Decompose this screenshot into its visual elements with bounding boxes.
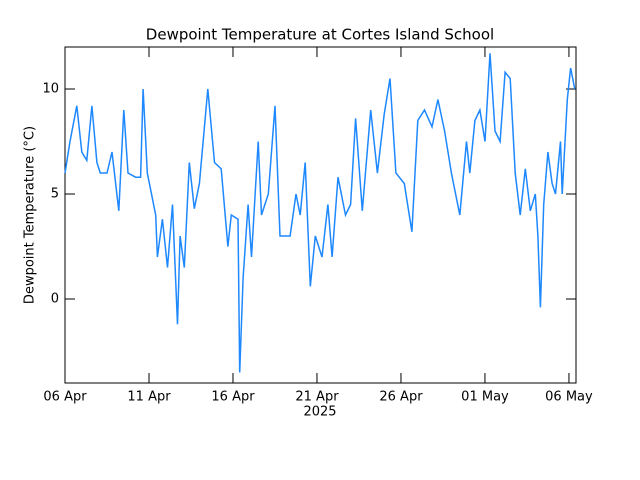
- y-axis-label: Dewpoint Temperature (°C): [23, 126, 38, 304]
- x-tick-label: 06 May: [545, 390, 593, 405]
- x-tick-label: 16 Apr: [211, 390, 255, 405]
- x-tick-label: 26 Apr: [379, 390, 423, 405]
- x-tick-label: 11 Apr: [127, 390, 171, 405]
- y-tick-label: 5: [51, 187, 59, 202]
- chart-title: Dewpoint Temperature at Cortes Island Sc…: [146, 26, 494, 44]
- x-tick-label: 01 May: [461, 390, 509, 405]
- x-tick-label: 06 Apr: [43, 390, 87, 405]
- y-tick-label: 0: [51, 292, 59, 307]
- y-tick-label: 10: [42, 82, 59, 97]
- x-axis-label: 2025: [303, 405, 336, 420]
- plot-frame: [64, 46, 577, 384]
- x-tick-label: 21 Apr: [295, 390, 339, 405]
- data-line: [64, 53, 576, 373]
